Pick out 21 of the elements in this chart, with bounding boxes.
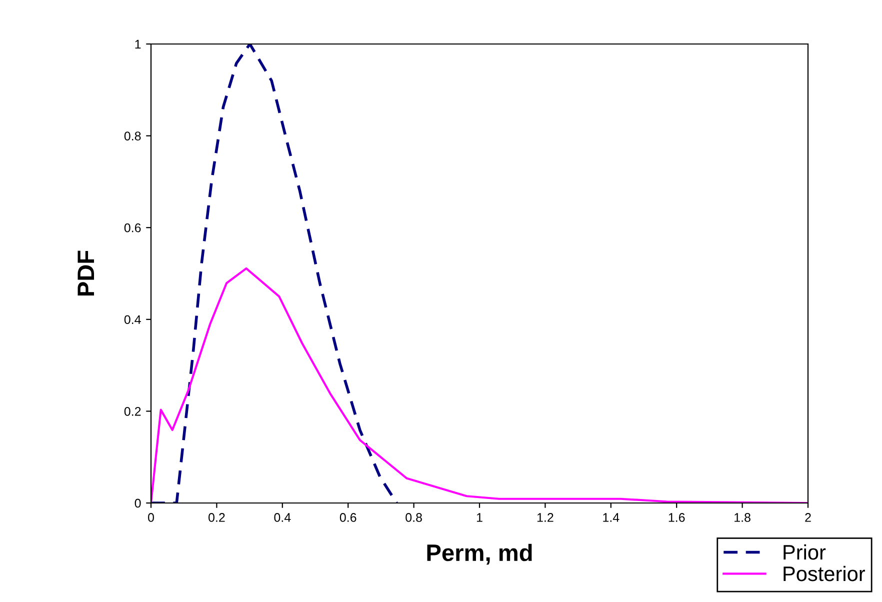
y-tick-label: 1 [135,40,141,49]
x-tick-label: 0 [148,513,154,522]
x-tick-label: 1 [476,513,482,522]
y-tick-label: 0.8 [124,132,141,140]
x-tick-label: 2 [805,513,811,522]
x-tick-label: 1.6 [668,513,685,522]
legend-label: Posterior [784,566,865,582]
x-axis-title: Perm, md [427,544,532,565]
y-tick-label: 0.4 [124,315,141,324]
x-tick-label: 0.8 [406,513,422,522]
x-tick-label: 1.8 [734,513,750,522]
y-tick-label: 0.6 [124,223,141,232]
y-tick-label: 0 [134,498,141,508]
legend-label: Prior [784,544,826,560]
y-axis-title: PDF [78,250,94,296]
x-tick-label: 0.6 [340,513,356,522]
x-tick-label: 0.4 [274,513,291,522]
x-tick-label: 1.4 [603,513,620,522]
x-tick-label: 1.2 [537,513,554,522]
y-tick-label: 0.2 [124,407,141,416]
x-tick-label: 0.2 [208,513,225,522]
